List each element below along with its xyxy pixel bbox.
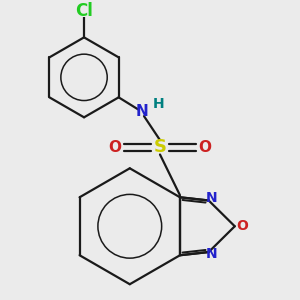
Text: Cl: Cl bbox=[75, 2, 93, 20]
Text: H: H bbox=[153, 97, 165, 111]
Text: O: O bbox=[198, 140, 211, 155]
Text: N: N bbox=[136, 104, 148, 119]
Text: N: N bbox=[206, 191, 218, 205]
Text: S: S bbox=[154, 138, 166, 156]
Text: O: O bbox=[109, 140, 122, 155]
Text: O: O bbox=[236, 219, 248, 233]
Text: N: N bbox=[206, 248, 218, 261]
